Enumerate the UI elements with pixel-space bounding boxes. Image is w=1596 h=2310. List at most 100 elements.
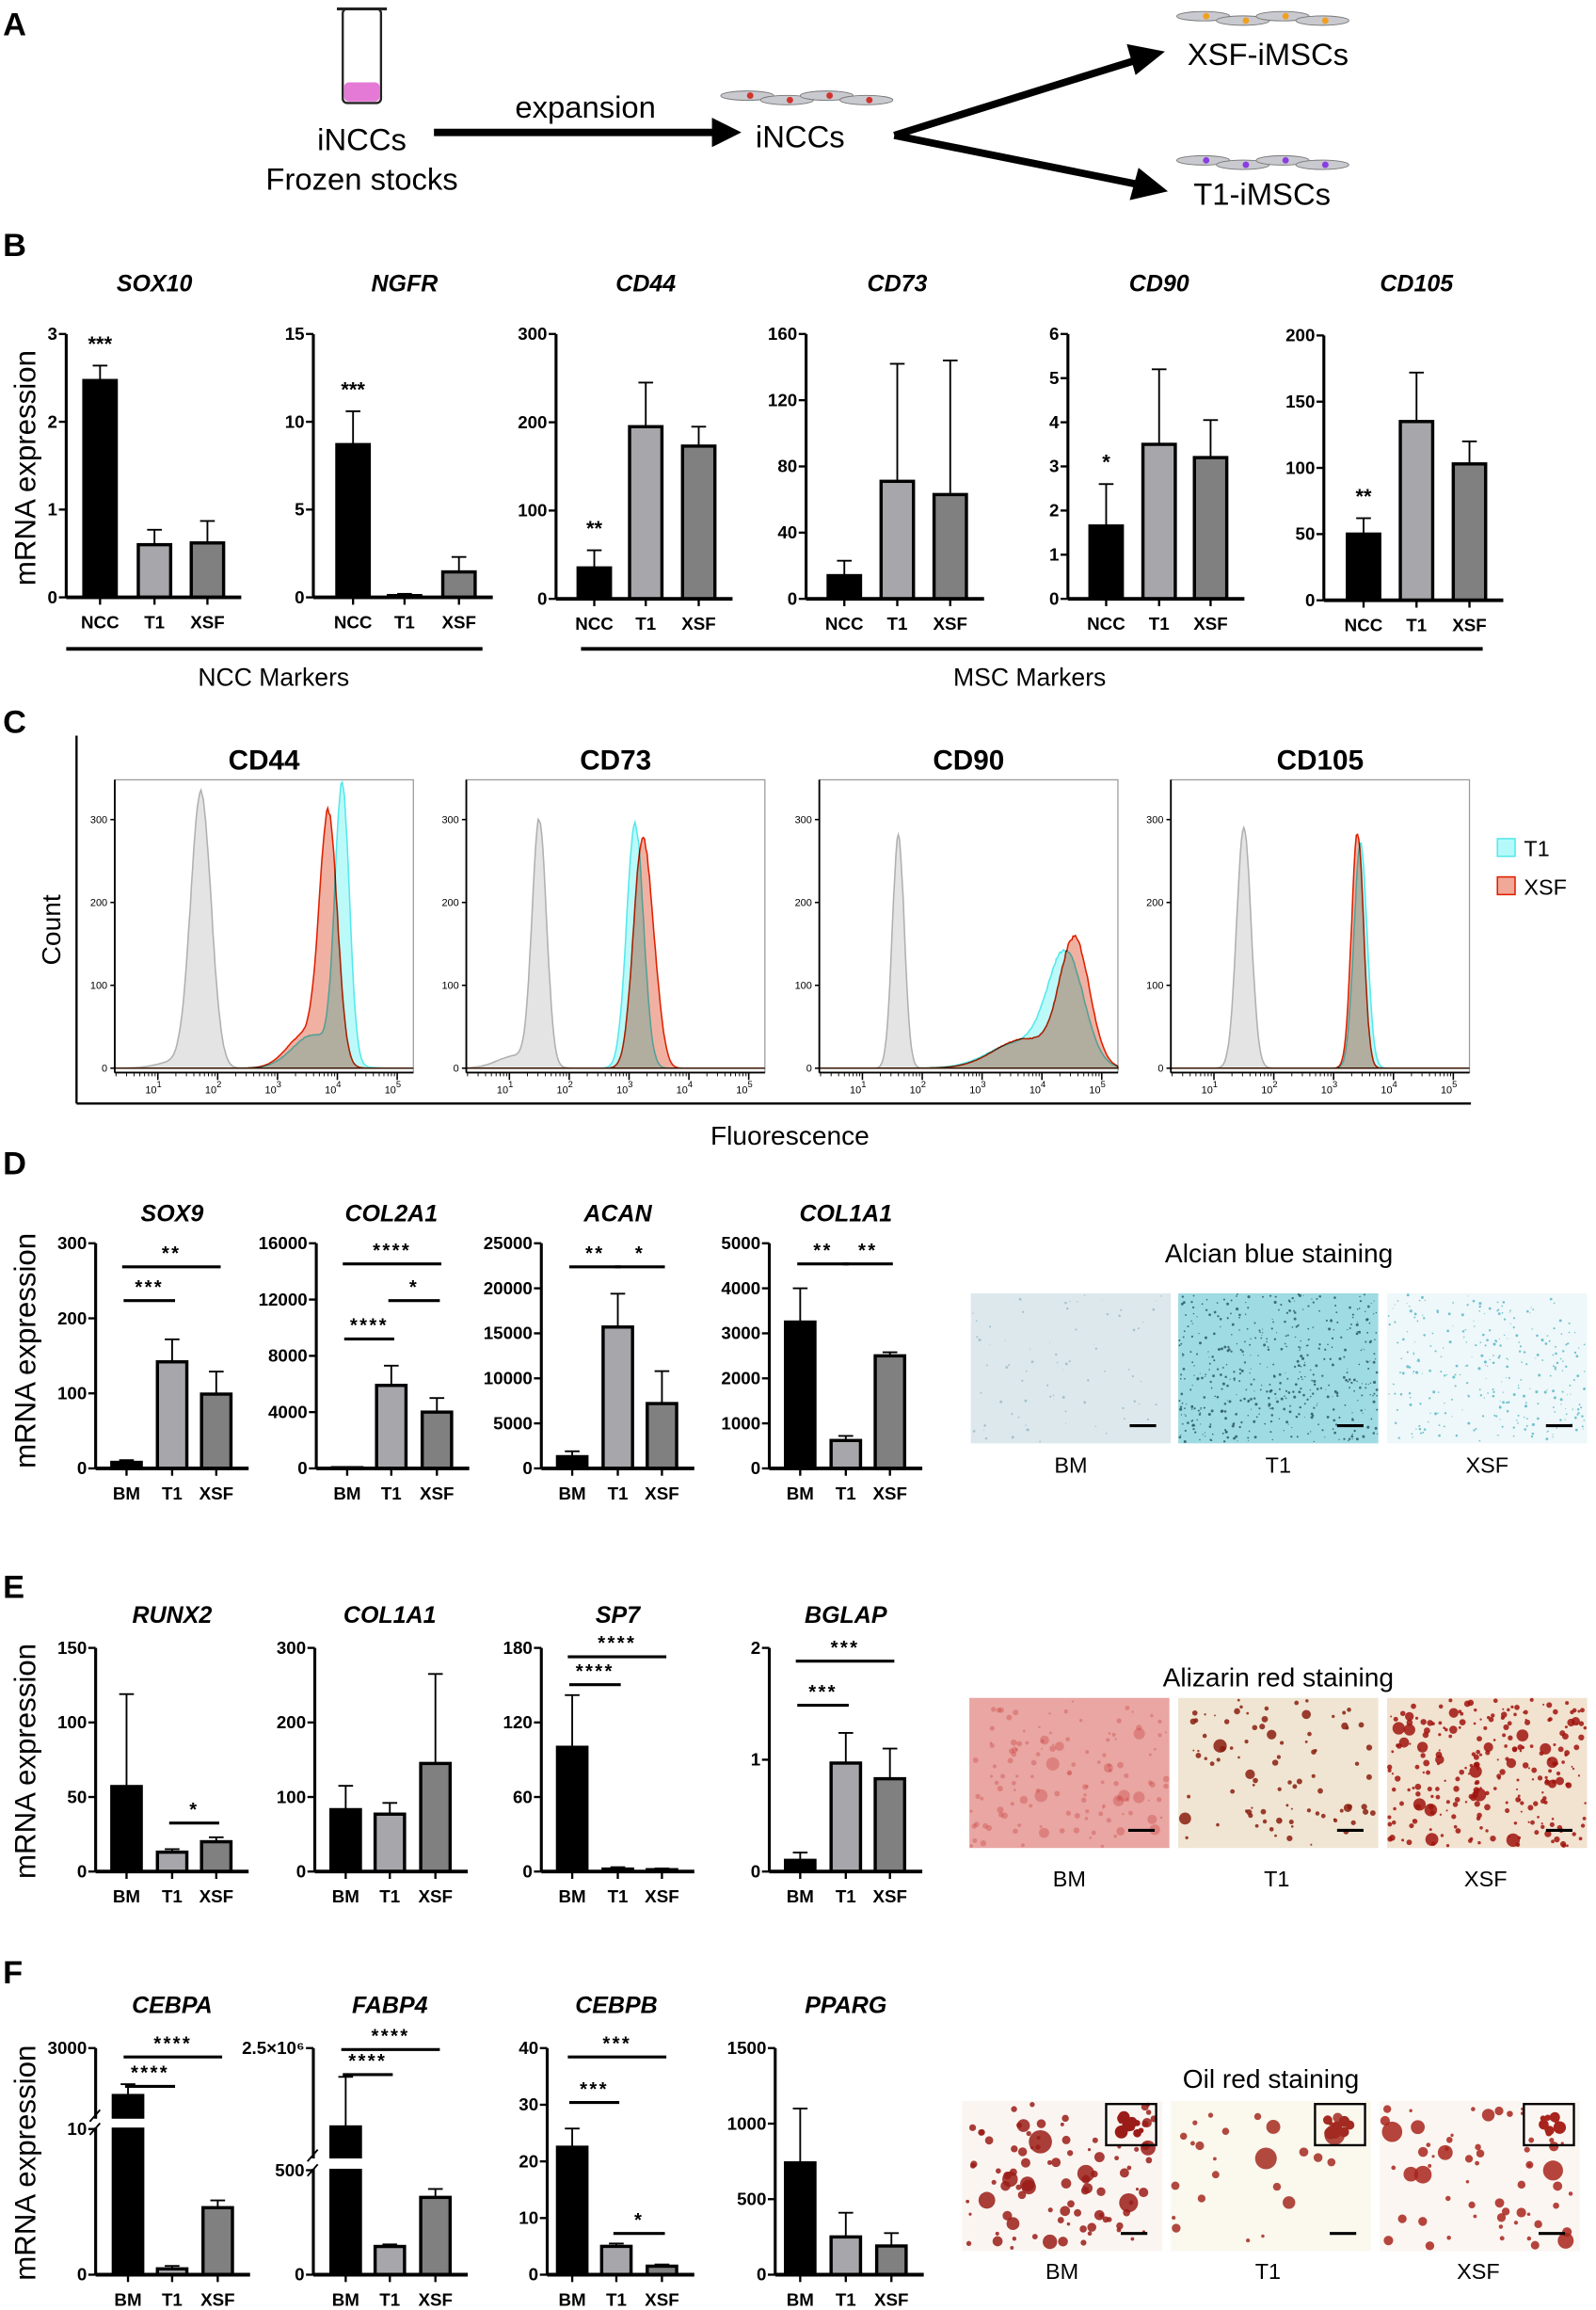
stain-spot (1236, 1394, 1237, 1396)
stain-spot (1108, 1769, 1112, 1773)
stain-spot (1283, 1430, 1285, 1432)
y-tick-label: 10 (519, 2208, 538, 2228)
stain-spot (1365, 1773, 1372, 1780)
stain-spot (1285, 1397, 1287, 1400)
stain-spot (1415, 1791, 1421, 1797)
stain-spot (1546, 1757, 1558, 1769)
y-tick-label: 300 (441, 815, 458, 826)
stain-spot (1195, 1752, 1202, 1758)
chart-title: CEBPA (132, 1992, 213, 2018)
stain-spot (1277, 1787, 1282, 1791)
legend-swatch-xsf (1496, 875, 1516, 896)
stain-spot (1298, 1413, 1301, 1416)
stain-spot (1530, 2240, 1540, 2250)
xsf-imsc-label: XSF-iMSCs (1188, 37, 1349, 72)
differentiation-arrows (893, 43, 1169, 201)
stain-spot (1359, 1295, 1361, 1298)
stain-spot (1552, 1365, 1555, 1368)
stain-spot (1222, 1298, 1225, 1301)
stain-spot (1332, 1714, 1335, 1719)
stain-spot (1091, 2170, 1098, 2178)
stain-spot (1182, 1353, 1184, 1355)
micrograph-background (969, 1697, 1170, 1849)
stain-spot (1083, 1401, 1087, 1404)
x-tick-label: XSF (1193, 614, 1227, 634)
stain-spot (1331, 1337, 1334, 1339)
stain-spot (1040, 1739, 1045, 1743)
stain-spot (1193, 1718, 1199, 1724)
stain-spot (1116, 1796, 1122, 1802)
y-tick-label: 10000 (484, 1369, 533, 1388)
stain-spot (1278, 1372, 1282, 1376)
stain-spot (1506, 1357, 1508, 1359)
stain-spot (1508, 1376, 1510, 1379)
y-tick-label: 2 (751, 1638, 760, 1658)
y-axis-label-d: mRNA expression (9, 1233, 42, 1468)
stain-spot (1485, 1377, 1487, 1379)
stain-spot (1508, 1835, 1510, 1838)
stain-spot (1367, 1384, 1369, 1386)
stain-spot (1238, 1380, 1241, 1383)
stain-spot (976, 1336, 979, 1339)
stain-spot (1357, 1400, 1359, 1402)
stain-spot (1393, 1716, 1398, 1722)
stain-spot (1444, 1412, 1447, 1415)
stain-spot (1195, 1353, 1199, 1356)
micrograph-background (1387, 1292, 1588, 1444)
stain-spot (1443, 1425, 1445, 1428)
bar-t1 (601, 1325, 634, 1470)
stain-spot (998, 1812, 1004, 1818)
y-tick-label: 0 (296, 1861, 306, 1881)
stain-spot (1181, 1295, 1185, 1298)
stain-spot (1251, 1806, 1253, 1809)
stain-spot (1445, 1809, 1448, 1812)
stain-spot (991, 1707, 997, 1712)
stain-spot (1302, 1393, 1305, 1397)
stain-spot (1153, 1747, 1157, 1751)
stain-spot (1522, 1762, 1529, 1769)
stain-spot (1349, 1306, 1351, 1309)
stain-spot (1145, 2109, 1152, 2115)
stain-spot (1451, 1416, 1453, 1418)
stain-spot (1124, 1773, 1129, 1779)
stain-spot (968, 2212, 972, 2216)
stain-spot (1046, 1384, 1049, 1387)
bar-xsf (201, 2206, 234, 2277)
stain-spot (1429, 1345, 1432, 1347)
stain-spot (1210, 1409, 1214, 1413)
stain-spot (1333, 1329, 1335, 1331)
stain-spot (1472, 1791, 1479, 1798)
stain-spot (1552, 1779, 1556, 1785)
stain-spot (1409, 1306, 1411, 1307)
stain-spot (1564, 1419, 1566, 1420)
stain-spot (1440, 1371, 1443, 1373)
stain-spot (1247, 1415, 1250, 1417)
stain-spot (1291, 1427, 1293, 1429)
stain-spot (1454, 1797, 1460, 1803)
stain-spot (1306, 1808, 1312, 1813)
stain-spot (1326, 1415, 1330, 1419)
stain-spot (1200, 1408, 1202, 1410)
stain-spot (1368, 1322, 1371, 1324)
stain-spot (1191, 1361, 1194, 1364)
stain-spot (1412, 1372, 1414, 1374)
stain-spot (1223, 1719, 1230, 1724)
stain-spot (1358, 1722, 1365, 1728)
stain-spot (1019, 1795, 1029, 1805)
y-tick-label: 150 (57, 1638, 87, 1658)
stain-spot (1064, 1362, 1068, 1366)
stain-spot (1229, 1746, 1234, 1750)
stain-spot (1435, 1787, 1440, 1791)
stain-spot (1437, 1762, 1440, 1766)
stain-spot (1300, 1375, 1302, 1378)
stain-spot (1544, 1830, 1552, 1837)
stain-spot (1583, 1387, 1587, 1390)
stain-spot (1414, 1764, 1420, 1770)
stain-spot (1574, 1428, 1578, 1432)
stain-spot (1011, 1751, 1017, 1757)
x-tick-label: T1 (836, 1886, 856, 1906)
stain-spot (1125, 1706, 1130, 1710)
stain-spot (1237, 1698, 1240, 1702)
